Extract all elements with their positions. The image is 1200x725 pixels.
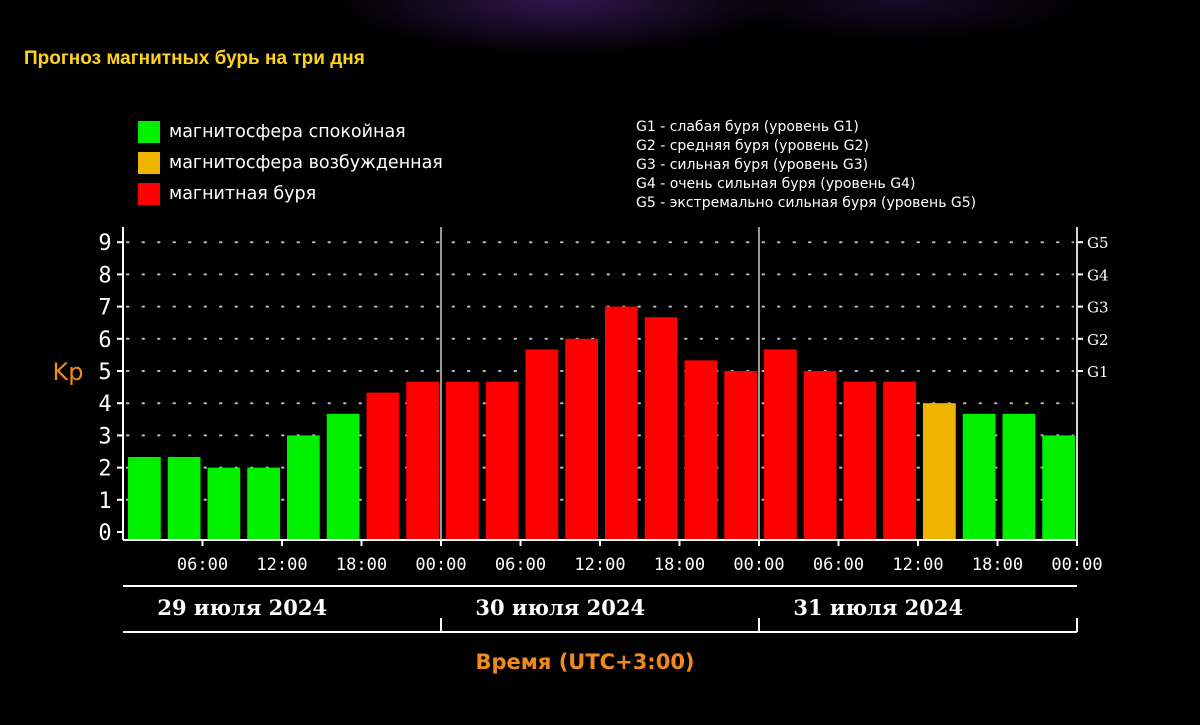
- y-tick-label-4: 4: [98, 392, 111, 417]
- y-tick-label-1: 1: [98, 489, 111, 514]
- legend-item-storm: магнитная буря: [138, 178, 443, 209]
- bar-6: [366, 392, 400, 539]
- date-label-2: 31 июля 2024: [793, 595, 963, 620]
- y-tick-label-8: 8: [98, 263, 111, 288]
- time-label-5: 06:00: [495, 555, 546, 575]
- legend-item-excited: магнитосфера возбужденная: [138, 147, 443, 178]
- legend-level-g2: G2 - средняя буря (уровень G2): [636, 138, 869, 154]
- bar-23: [1042, 435, 1075, 539]
- bar-12: [605, 306, 638, 539]
- bar-16: [764, 349, 797, 539]
- bar-10: [525, 349, 559, 539]
- bar-4: [287, 435, 320, 539]
- bar-21: [962, 413, 996, 539]
- legend-level-g5: G5 - экстремально сильная буря (уровень …: [636, 195, 977, 211]
- legend-swatch-excited: [138, 151, 160, 174]
- legend-level-g1: G1 - слабая буря (уровень G1): [636, 119, 859, 135]
- bar-22: [1002, 413, 1036, 539]
- g-level-label-G3: G3: [1087, 299, 1109, 317]
- bar-14: [684, 360, 718, 539]
- time-label-12: 00:00: [1051, 555, 1102, 575]
- legend-swatch-calm: [138, 120, 160, 143]
- time-label-4: 00:00: [415, 555, 466, 575]
- bar-13: [644, 317, 678, 539]
- legend-label-calm: магнитосфера спокойная: [169, 121, 406, 142]
- page-title: Прогноз магнитных бурь на три дня: [24, 48, 365, 69]
- bar-5: [326, 413, 360, 539]
- legend-swatch-storm: [138, 182, 160, 205]
- g-level-label-G1: G1: [1087, 363, 1109, 381]
- time-label-1: 06:00: [177, 555, 228, 575]
- bar-0: [128, 456, 161, 539]
- bar-3: [247, 467, 280, 539]
- date-label-0: 29 июля 2024: [157, 595, 327, 620]
- bar-15: [724, 371, 757, 539]
- time-label-10: 12:00: [892, 555, 943, 575]
- y-tick-label-0: 0: [98, 521, 111, 546]
- bar-19: [883, 381, 916, 539]
- time-label-3: 18:00: [336, 555, 387, 575]
- time-label-9: 06:00: [813, 555, 864, 575]
- legend-label-storm: магнитная буря: [169, 183, 317, 204]
- bar-1: [167, 456, 201, 539]
- legend-states: магнитосфера спокойная магнитосфера возб…: [138, 116, 443, 209]
- bar-11: [565, 338, 598, 539]
- time-label-8: 00:00: [733, 555, 784, 575]
- bar-9: [485, 381, 519, 539]
- legend-level-g4: G4 - очень сильная буря (уровень G4): [636, 176, 916, 192]
- g-level-label-G2: G2: [1087, 331, 1109, 349]
- y-tick-label-2: 2: [98, 457, 111, 482]
- g-level-label-G4: G4: [1087, 266, 1109, 284]
- date-label-1: 30 июля 2024: [475, 595, 645, 620]
- y-axis-label: Kp: [53, 358, 84, 386]
- time-label-2: 12:00: [256, 555, 307, 575]
- y-tick-label-5: 5: [98, 360, 111, 385]
- bar-18: [843, 381, 877, 539]
- time-label-11: 18:00: [972, 555, 1023, 575]
- legend-label-excited: магнитосфера возбужденная: [169, 152, 443, 173]
- legend-storm-levels: G1 - слабая буря (уровень G1) G2 - средн…: [636, 118, 976, 213]
- y-tick-label-9: 9: [98, 231, 111, 256]
- bar-17: [803, 371, 837, 539]
- y-tick-label-7: 7: [98, 296, 111, 321]
- bar-8: [446, 381, 479, 539]
- y-tick-label-6: 6: [98, 328, 111, 353]
- g-level-label-G5: G5: [1087, 234, 1109, 252]
- legend-item-calm: магнитосфера спокойная: [138, 116, 443, 147]
- legend-level-g3: G3 - сильная буря (уровень G3): [636, 157, 869, 173]
- x-axis-label: Время (UTC+3:00): [475, 650, 694, 674]
- bar-2: [207, 467, 241, 539]
- time-label-7: 18:00: [654, 555, 705, 575]
- y-tick-label-3: 3: [98, 424, 111, 449]
- time-label-6: 12:00: [574, 555, 625, 575]
- bar-7: [406, 381, 439, 539]
- bar-20: [923, 403, 956, 539]
